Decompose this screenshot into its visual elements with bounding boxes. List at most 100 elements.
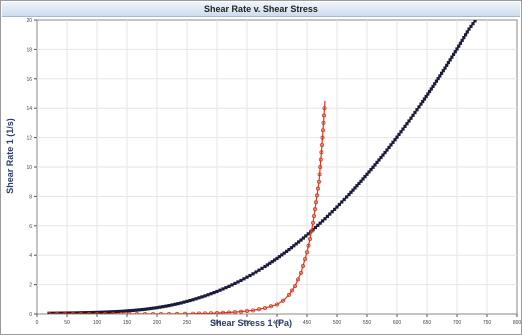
y-tick-label: 10 (26, 165, 32, 171)
data-point (321, 113, 326, 118)
data-point (194, 297, 198, 301)
data-point (140, 307, 144, 312)
data-point (448, 58, 452, 62)
data-point (298, 270, 303, 275)
data-point (375, 160, 379, 164)
data-point (92, 310, 96, 314)
y-tick-label: 4 (29, 253, 32, 259)
data-point (463, 33, 468, 37)
data-point (330, 210, 334, 214)
data-point (318, 221, 322, 225)
data-point (385, 148, 389, 152)
data-point (244, 308, 249, 313)
data-point (103, 312, 107, 314)
x-axis-label: Shear Stress 1 (Pa) (210, 318, 292, 328)
data-point (333, 207, 337, 211)
data-point (59, 311, 63, 314)
data-point (306, 243, 311, 248)
data-point (433, 82, 437, 86)
data-point (257, 268, 261, 272)
data-point (77, 311, 81, 314)
x-tick-label: 300 (213, 320, 222, 326)
data-point (200, 295, 204, 299)
y-axis-label: Shear Rate 1 (1/s) (5, 118, 15, 194)
data-point (242, 277, 246, 281)
data-point (431, 84, 435, 89)
data-point (95, 312, 99, 314)
data-point (467, 27, 471, 31)
data-point (422, 97, 427, 101)
data-point (262, 306, 267, 311)
data-point (294, 242, 298, 246)
data-point (353, 186, 357, 190)
x-tick-label: 400 (273, 320, 282, 326)
data-point (419, 102, 423, 106)
data-point (111, 312, 115, 314)
data-point (268, 261, 272, 265)
data-point (316, 179, 321, 184)
data-point (236, 280, 240, 284)
data-point (427, 89, 432, 94)
data-point (287, 248, 291, 252)
data-point (377, 158, 381, 162)
data-point (369, 168, 373, 172)
data-point (248, 273, 252, 278)
data-point (270, 260, 274, 264)
data-point (188, 298, 192, 303)
data-point (314, 193, 319, 198)
data-point (122, 309, 126, 313)
data-point (307, 237, 312, 242)
data-point (450, 55, 454, 59)
data-point (405, 122, 409, 126)
data-point (221, 287, 225, 291)
data-point (300, 263, 305, 268)
data-point (89, 310, 93, 314)
data-point (306, 232, 310, 236)
data-point (320, 128, 325, 133)
data-point (434, 79, 439, 83)
x-tick-label: 350 (243, 320, 252, 326)
data-point (197, 311, 201, 314)
data-point (413, 110, 417, 115)
data-point (417, 105, 421, 109)
data-point (286, 292, 291, 297)
data-point (407, 119, 411, 123)
data-point (429, 87, 433, 91)
data-point (477, 16, 480, 17)
data-point (295, 277, 300, 282)
data-point (233, 281, 237, 286)
data-point (475, 17, 478, 20)
data-point (65, 311, 69, 314)
data-point (451, 52, 456, 57)
data-point (426, 92, 430, 96)
x-tick-label: 250 (183, 320, 192, 326)
data-point (176, 302, 180, 306)
data-point (47, 312, 51, 314)
data-point (149, 306, 153, 311)
data-point (245, 275, 249, 279)
data-point (373, 163, 377, 167)
data-point (347, 192, 351, 197)
data-point (280, 253, 284, 257)
data-point (170, 303, 174, 307)
data-point (445, 63, 449, 67)
y-tick-label: 14 (26, 106, 32, 112)
data-point (273, 258, 277, 262)
data-point (110, 310, 114, 314)
chart-title: Shear Rate v. Shear Stress (2, 2, 520, 17)
data-point (268, 304, 273, 309)
data-point (79, 312, 83, 314)
data-point (50, 311, 54, 314)
data-point (116, 309, 120, 314)
data-point (137, 308, 141, 312)
data-point (74, 311, 78, 314)
data-point (159, 312, 163, 314)
data-point (167, 304, 171, 308)
data-point (395, 135, 399, 139)
data-point (389, 143, 393, 147)
chart-svg: 0 50 100 150 200 250 300 350 400 450 500 550 600 650 7… (5, 16, 521, 328)
data-point (318, 157, 323, 162)
data-point (340, 200, 344, 204)
data-point (191, 298, 195, 302)
data-point (465, 30, 469, 34)
